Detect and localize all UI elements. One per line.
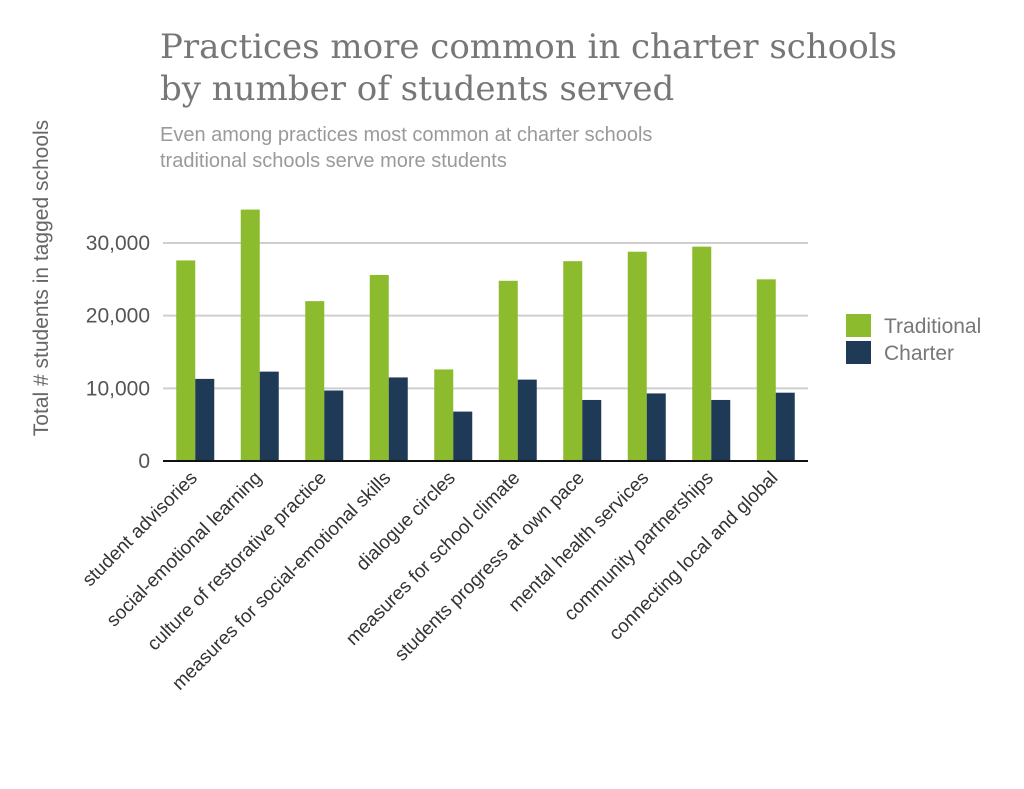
bar-charter — [453, 411, 473, 461]
bars — [176, 209, 795, 461]
bar-traditional — [563, 261, 583, 461]
y-axis-ticks: 0 10,000 20,000 30,000 — [86, 232, 150, 473]
legend: Traditional Charter — [846, 314, 981, 365]
y-tick-label: 30,000 — [86, 232, 150, 255]
x-category-label: student advisories — [79, 468, 202, 591]
bar-charter — [195, 378, 215, 461]
y-axis-title: Total # students in tagged schools — [30, 120, 53, 436]
bar-charter — [324, 390, 344, 461]
chart-title-line-2: by number of students served — [160, 69, 674, 109]
y-tick-label: 20,000 — [86, 305, 150, 328]
chart-titles: Practices more common in charter schools… — [160, 27, 897, 172]
bar-charter — [582, 399, 602, 461]
y-tick-label: 10,000 — [86, 377, 150, 400]
chart-subtitle-line-2: traditional schools serve more students — [160, 150, 507, 172]
bar-traditional — [627, 251, 647, 461]
bar-traditional — [756, 279, 776, 461]
bar-charter — [388, 377, 408, 461]
bar-charter — [517, 379, 537, 461]
bar-traditional — [176, 260, 196, 461]
legend-label-traditional: Traditional — [884, 315, 981, 338]
bar-charter — [259, 371, 279, 461]
bar-charter — [775, 392, 795, 461]
bar-charter — [711, 399, 731, 461]
y-tick-label: 0 — [138, 450, 150, 473]
legend-label-charter: Charter — [884, 342, 954, 365]
legend-swatch-traditional — [846, 314, 871, 337]
bar-traditional — [692, 246, 712, 461]
legend-swatch-charter — [846, 341, 871, 364]
bar-traditional — [305, 301, 325, 461]
bar-charter — [646, 393, 666, 461]
chart-subtitle-line-1: Even among practices most common at char… — [160, 124, 652, 146]
bar-traditional — [434, 369, 454, 461]
bar-traditional — [369, 274, 389, 461]
chart-title-line-1: Practices more common in charter schools — [160, 27, 897, 67]
bar-traditional — [240, 209, 260, 461]
bar-traditional — [498, 280, 518, 461]
